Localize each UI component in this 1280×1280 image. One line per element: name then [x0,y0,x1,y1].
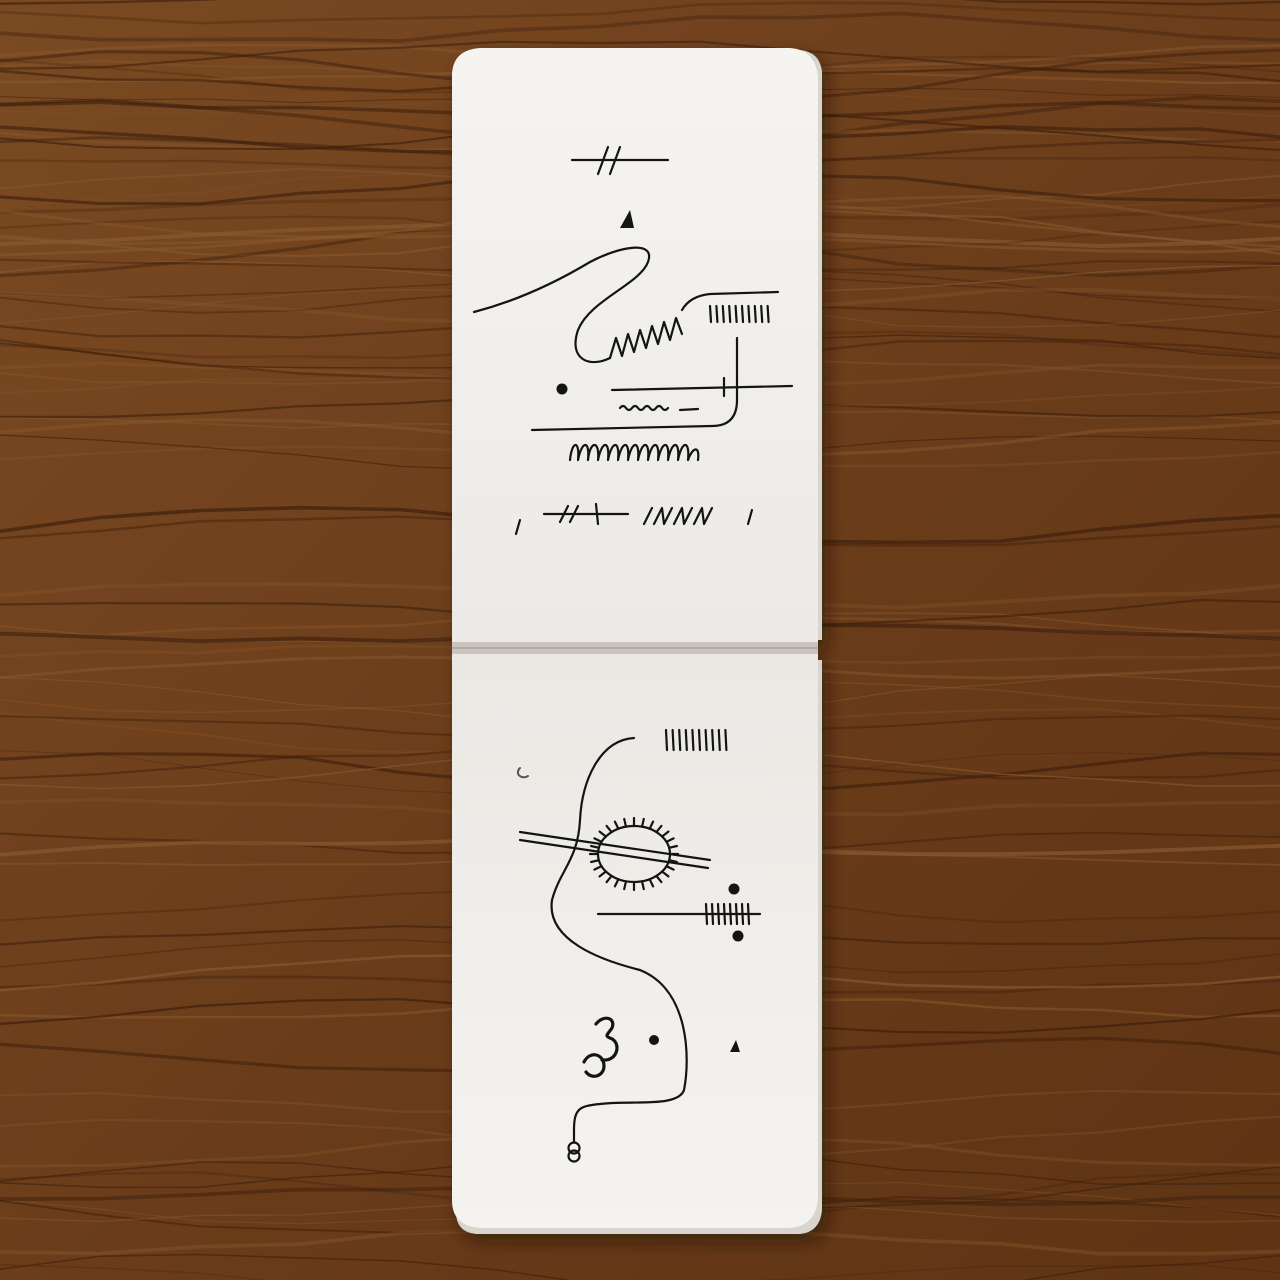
bottom-page [452,652,818,1228]
open-pocket-notebook [452,48,822,1234]
top-page-drawing [472,145,794,536]
bottom-page-drawing [516,728,762,1163]
spine-fold [452,642,818,654]
